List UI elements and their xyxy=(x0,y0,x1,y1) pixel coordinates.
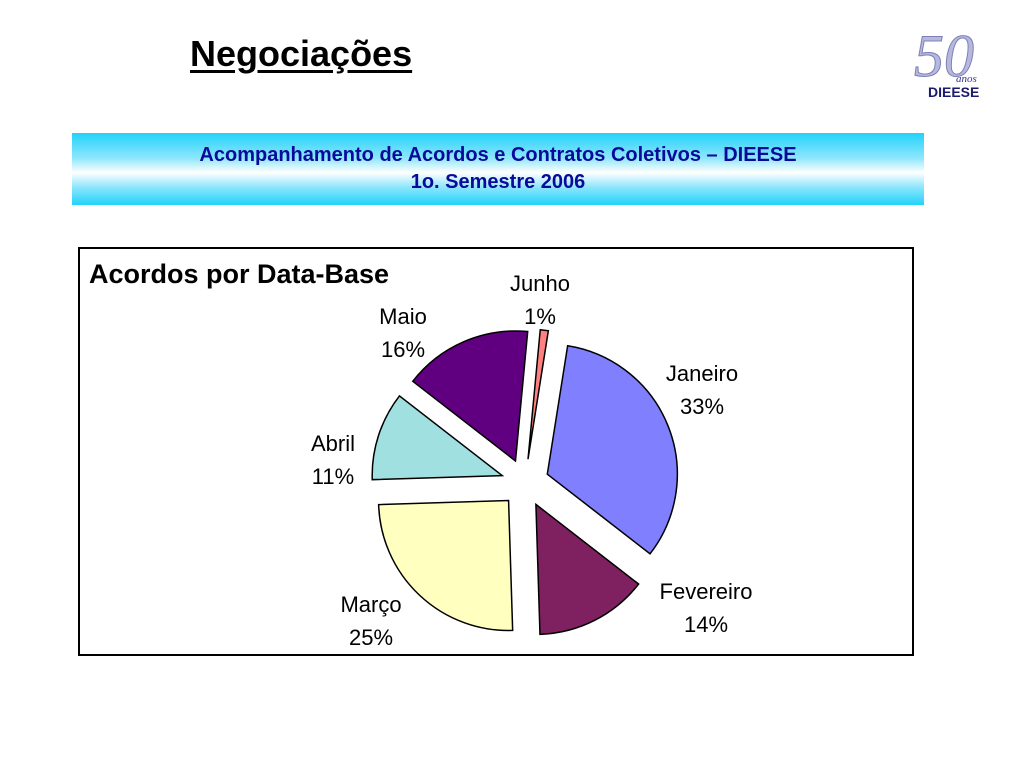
banner-line-1: Acompanhamento de Acordos e Contratos Co… xyxy=(199,144,797,166)
slice-value-maio: 16% xyxy=(381,337,425,362)
chart-container: Acordos por Data-Base Janeiro 33% Fevereir… xyxy=(78,247,914,656)
page-title: Negociações xyxy=(190,33,413,74)
slice-label-abril: Abril xyxy=(311,431,355,456)
slice-value-janeiro: 33% xyxy=(680,394,724,419)
slice-label-maio: Maio xyxy=(379,304,427,329)
logo-number: 50 xyxy=(914,23,974,89)
pie-slice-abril xyxy=(371,394,505,481)
dieese-50-anos-logo: 50 anos DIEESE xyxy=(914,23,980,101)
slice-label-marco: Março xyxy=(340,592,401,617)
slice-value-junho: 1% xyxy=(524,304,556,329)
slice-value-fevereiro: 14% xyxy=(684,612,728,637)
pie-slice-junho xyxy=(527,328,550,460)
slice-value-abril: 11% xyxy=(312,464,354,489)
pie-slice-fevereiro xyxy=(535,502,640,636)
logo-word: anos xyxy=(956,73,977,85)
banner: Acompanhamento de Acordos e Contratos Co… xyxy=(72,133,924,205)
pie-slice-janeiro xyxy=(546,344,679,555)
slice-value-marco: 25% xyxy=(349,625,393,650)
slice-label-janeiro: Janeiro xyxy=(666,361,738,386)
banner-line-2: 1o. Semestre 2006 xyxy=(410,171,586,193)
slice-label-junho: Junho xyxy=(510,271,570,296)
pie-slice-maio xyxy=(411,330,529,463)
chart-title: Acordos por Data-Base xyxy=(89,259,390,289)
pie-slice-marco xyxy=(377,499,514,632)
pie-chart: Janeiro 33% Fevereiro 14% Março 25% Abril 11% Ma… xyxy=(311,271,753,650)
slice-label-fevereiro: Fevereiro xyxy=(660,579,753,604)
logo-brand: DIEESE xyxy=(928,84,979,100)
